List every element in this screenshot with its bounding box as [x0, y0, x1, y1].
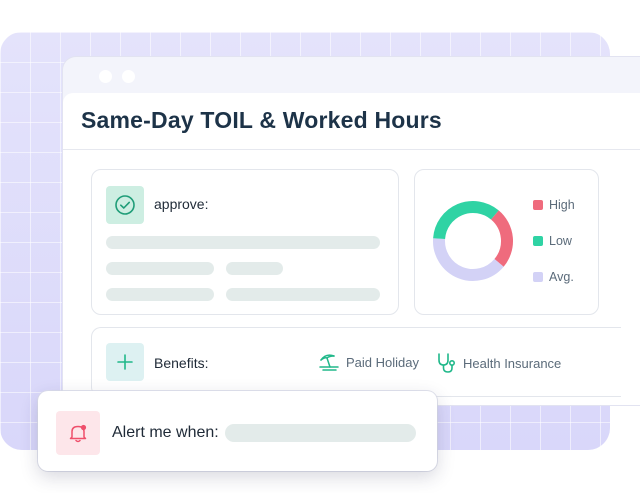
donut-chart [433, 201, 513, 281]
legend-item-high: High [533, 196, 575, 213]
benefits-label: Benefits: [154, 355, 209, 371]
placeholder-bar [226, 288, 380, 301]
bell-icon[interactable] [56, 411, 100, 455]
donut-slice-avg [433, 238, 504, 281]
donut-slice-low [433, 201, 499, 240]
alert-card: Alert me when: [38, 391, 437, 471]
stethoscope-icon [438, 353, 456, 373]
page-title: Same-Day TOIL & Worked Hours [81, 107, 442, 133]
window-content: Same-Day TOIL & Worked Hours approve: [63, 93, 640, 405]
approve-label: approve: [154, 196, 209, 212]
placeholder-bar [106, 262, 214, 275]
window-dot[interactable] [99, 70, 112, 83]
check-circle-icon[interactable] [106, 186, 144, 224]
legend-swatch [533, 271, 543, 282]
alert-label: Alert me when: [112, 424, 219, 441]
window-controls [99, 70, 135, 83]
legend-label: Low [549, 233, 572, 248]
plus-icon[interactable] [106, 343, 144, 381]
benefit-label: Paid Holiday [346, 354, 419, 370]
legend-label: Avg. [549, 269, 574, 284]
approve-card: approve: [91, 169, 399, 315]
legend-item-low: Low [533, 232, 575, 249]
donut-slice-high [490, 210, 513, 267]
benefit-health-insurance[interactable]: Health Insurance [435, 352, 561, 374]
benefits-card: Benefits: Paid Holiday Health Insurance [91, 327, 621, 397]
beach-umbrella-icon [319, 354, 339, 371]
legend-swatch [533, 235, 543, 246]
alert-condition-field[interactable] [225, 424, 416, 442]
legend-swatch [533, 199, 543, 210]
chart-legend: High Low Avg. [533, 196, 575, 304]
legend-item-avg: Avg. [533, 268, 575, 285]
legend-label: High [549, 197, 575, 212]
placeholder-bar [226, 262, 283, 275]
placeholder-bar [106, 288, 214, 301]
app-window: Same-Day TOIL & Worked Hours approve: [62, 56, 640, 406]
window-dot[interactable] [122, 70, 135, 83]
placeholder-bar [106, 236, 380, 249]
benefit-paid-holiday[interactable]: Paid Holiday [318, 352, 419, 372]
chart-card: High Low Avg. [414, 169, 599, 315]
benefit-label: Health Insurance [463, 355, 562, 371]
title-divider [63, 149, 640, 150]
